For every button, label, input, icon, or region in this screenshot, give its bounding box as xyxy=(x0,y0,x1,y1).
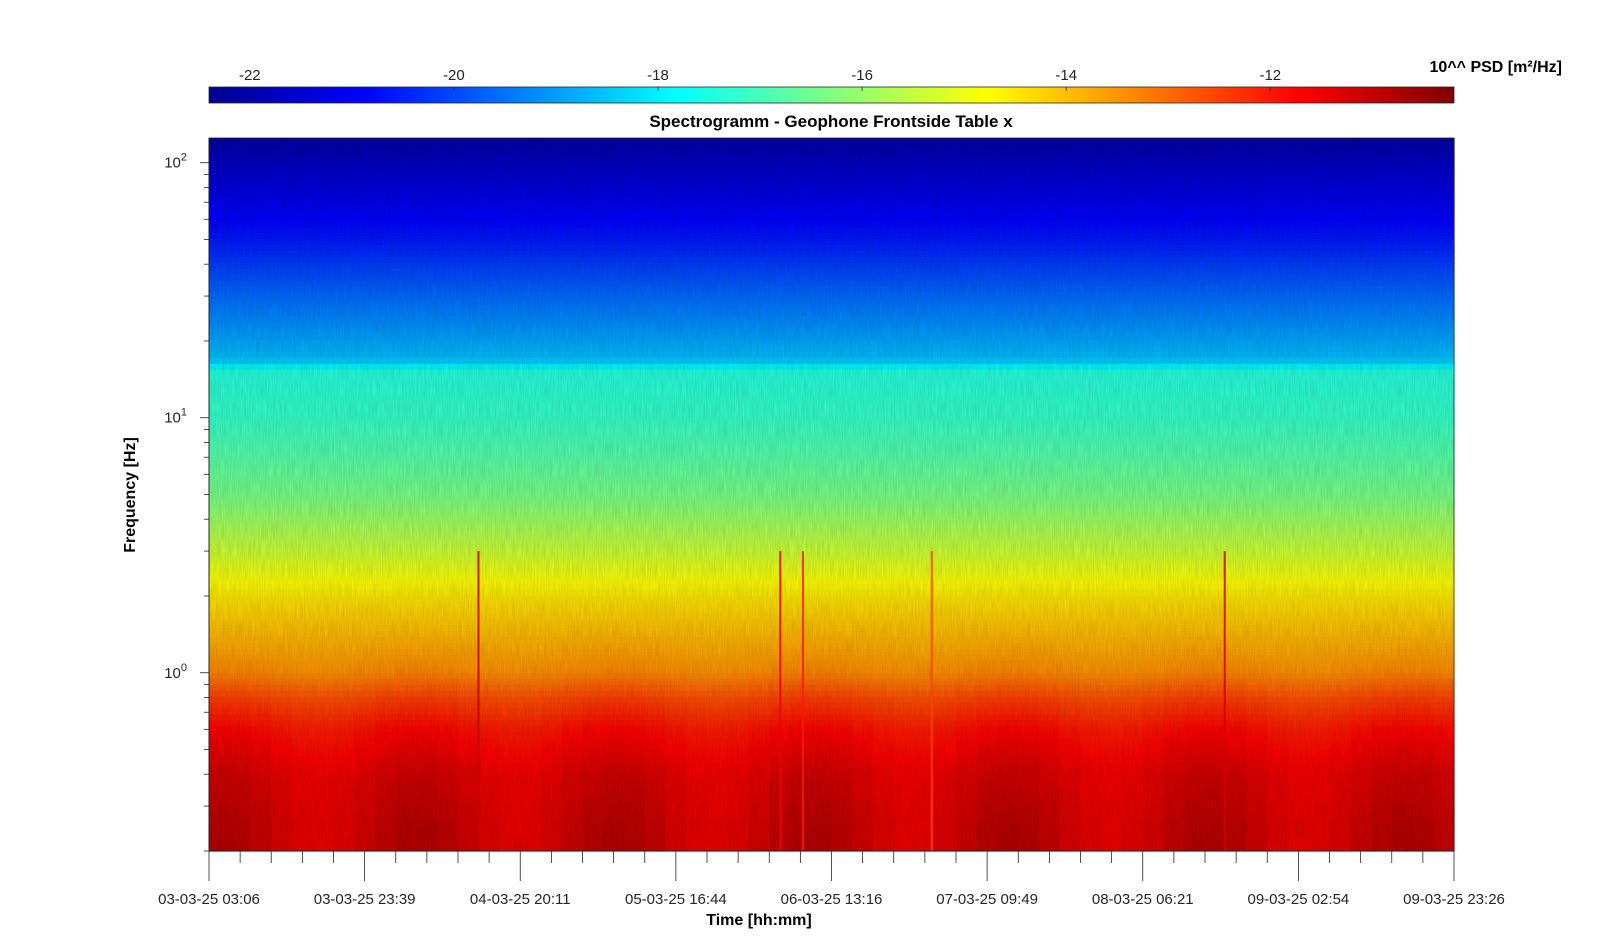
chart-title: Spectrogramm - Geophone Frontside Table … xyxy=(649,112,1013,131)
colorbar-tick-label: -16 xyxy=(851,67,873,84)
colorbar-tick-label: -20 xyxy=(443,67,465,84)
colorbar-tick-label: -22 xyxy=(239,67,261,84)
colorbar-tick-label: -14 xyxy=(1055,67,1077,84)
colorbar: -22 -20 -18 -16 -14 -12 10^^ PSD [m²/Hz] xyxy=(208,59,1562,104)
colorbar-ticks: -22 -20 -18 -16 -14 -12 xyxy=(239,67,1281,91)
colorbar-tick-label: -18 xyxy=(647,67,669,84)
colorbar-gradient xyxy=(208,86,1455,104)
colorbar-tick-label: -12 xyxy=(1259,67,1281,84)
spectrogram-plot xyxy=(208,137,1455,852)
colorbar-label: 10^^ PSD [m²/Hz] xyxy=(1430,59,1562,76)
